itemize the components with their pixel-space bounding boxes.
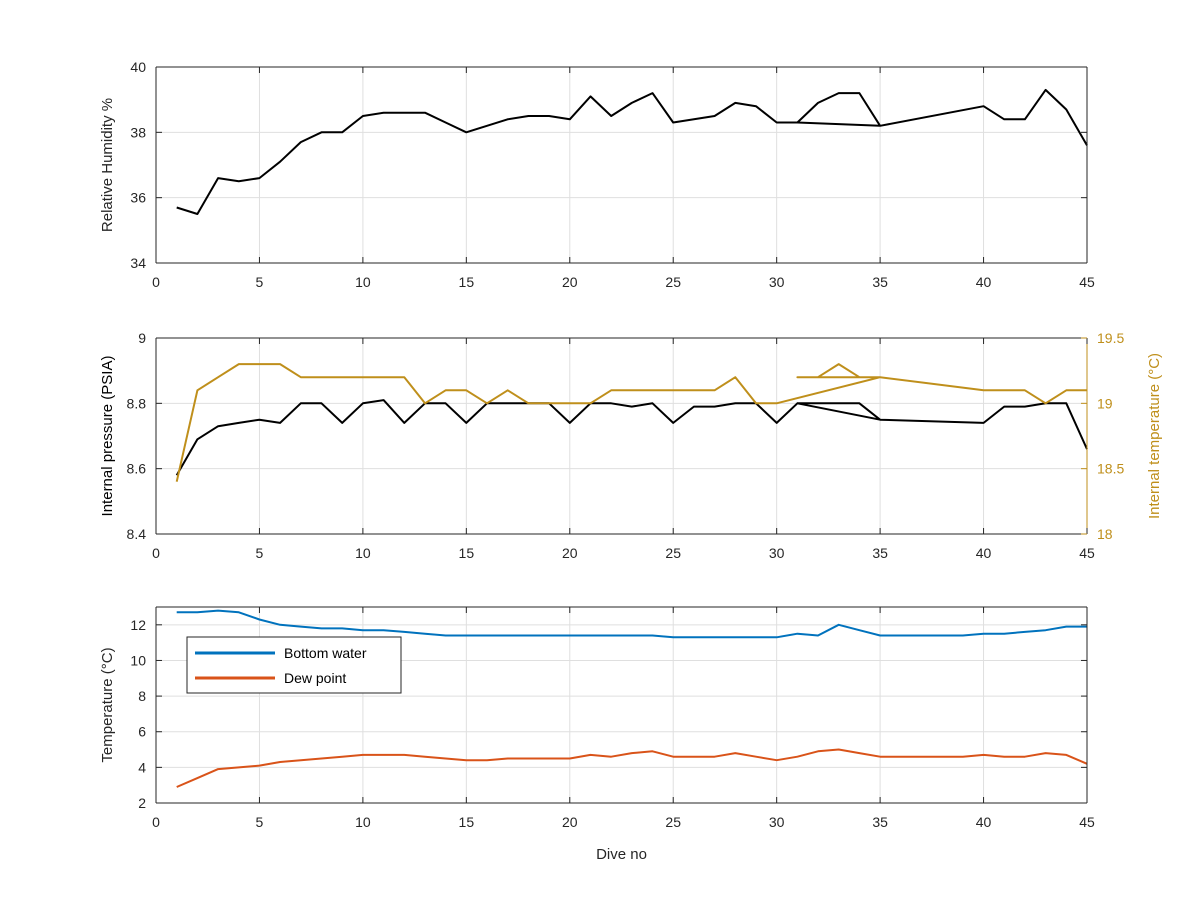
y-tick-label: 10 (130, 652, 146, 668)
y-axis-label: Internal pressure (PSIA) (99, 356, 116, 517)
x-tick-label: 40 (976, 545, 992, 561)
y-tick-label: 8.4 (127, 526, 147, 542)
x-tick-label: 20 (562, 814, 578, 830)
x-tick-label: 35 (872, 274, 888, 290)
x-tick-label: 25 (665, 274, 681, 290)
series-line-1 (175, 363, 1087, 482)
y-tick-label: 6 (138, 724, 146, 740)
x-tick-label: 25 (665, 545, 681, 561)
x-tick-label: 20 (562, 274, 578, 290)
x-tick-label: 45 (1079, 274, 1095, 290)
y2-tick-label: 19 (1097, 395, 1113, 411)
x-tick-label: 20 (562, 545, 578, 561)
x-tick-label: 10 (355, 545, 371, 561)
humidity-panel: 0 5 10 15 20 25 30 35 40 45 34 36 38 40 Relative Humid… (99, 59, 1095, 290)
x-tick-label: 15 (459, 814, 475, 830)
y-tick-label: 34 (130, 255, 146, 271)
legend-box (186, 636, 402, 694)
legend-label-bottom-water: Bottom water (284, 645, 367, 661)
y-tick-label: 9 (138, 330, 146, 346)
water-dewpoint-temperature-panel: 0 5 10 15 20 25 30 35 40 45 2 4 6 8 10 12 Temperature (°… (99, 606, 1095, 863)
legend: Bottom water Dew point (186, 636, 402, 694)
x-tick-label: 25 (665, 814, 681, 830)
axes-background (156, 67, 1087, 263)
x-tick-label: 40 (976, 814, 992, 830)
y2-tick-label: 18.5 (1097, 461, 1124, 477)
series-line-0 (176, 88, 1088, 215)
axes-background (156, 338, 1087, 534)
x-tick-label: 0 (152, 814, 160, 830)
x-tick-label: 10 (355, 274, 371, 290)
x-tick-label: 30 (769, 814, 785, 830)
y-tick-label: 8.8 (127, 395, 147, 411)
x-tick-label: 35 (872, 814, 888, 830)
y-tick-label: 4 (138, 759, 146, 775)
x-tick-label: 5 (256, 545, 264, 561)
y-tick-label: 2 (138, 795, 146, 811)
x-tick-label: 0 (152, 274, 160, 290)
x-tick-label: 30 (769, 545, 785, 561)
x-tick-label: 5 (256, 814, 264, 830)
x-tick-label: 0 (152, 545, 160, 561)
series-line-0 (175, 399, 1088, 476)
series-dew-point (176, 748, 1088, 788)
y-tick-label: 36 (130, 190, 146, 206)
x-tick-label: 15 (459, 274, 475, 290)
y-axis-label: Relative Humidity % (99, 98, 116, 232)
y2-axis-label: Internal temperature (°C) (1146, 353, 1163, 519)
x-tick-label: 15 (459, 545, 475, 561)
x-tick-label: 45 (1079, 814, 1095, 830)
x-tick-label: 5 (256, 274, 264, 290)
y-axis-label: Temperature (°C) (99, 647, 116, 762)
x-tick-label: 30 (769, 274, 785, 290)
x-tick-label: 10 (355, 814, 371, 830)
y-tick-label: 8 (138, 688, 146, 704)
y2-tick-label: 19.5 (1097, 330, 1124, 346)
y2-tick-label: 18 (1097, 526, 1113, 542)
x-tick-label: 35 (872, 545, 888, 561)
y-tick-label: 12 (130, 617, 146, 633)
x-tick-label: 45 (1079, 545, 1095, 561)
y-tick-label: 38 (130, 124, 146, 140)
legend-label-dew-point: Dew point (284, 670, 346, 686)
y-tick-label: 8.6 (127, 461, 147, 477)
x-axis-label: Dive no (596, 846, 647, 863)
series-bottom-water (176, 609, 1087, 639)
y-tick-label: 40 (130, 59, 146, 75)
pressure-temperature-panel: 0 5 10 15 20 25 30 35 40 45 8.4 8.6 8.8 9 18 18.5 19 19.5… (99, 330, 1163, 561)
x-tick-label: 40 (976, 274, 992, 290)
